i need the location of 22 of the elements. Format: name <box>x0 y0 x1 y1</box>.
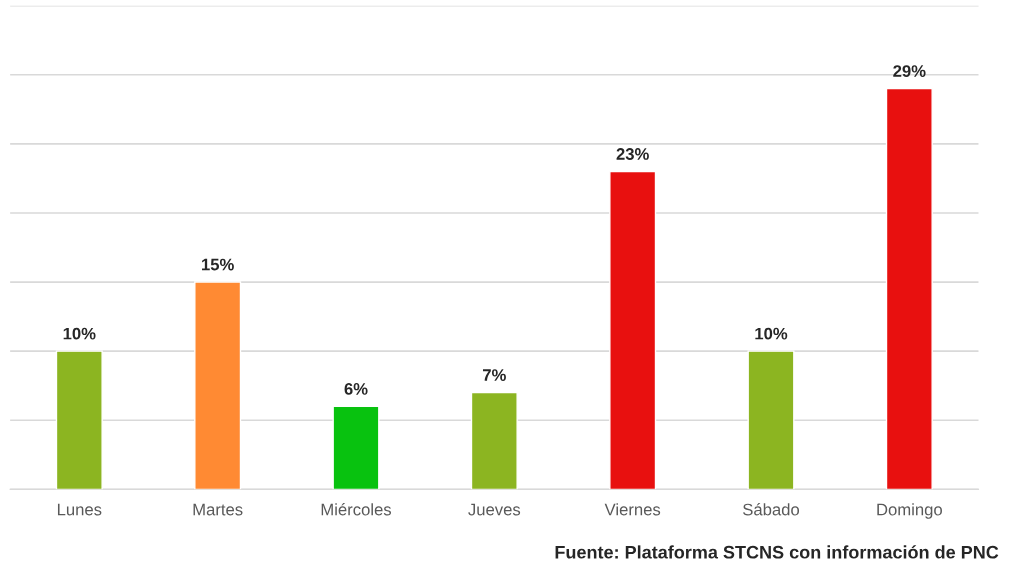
bar <box>332 405 380 490</box>
bar <box>470 391 518 490</box>
data-label: 10% <box>63 327 96 340</box>
data-label: 7% <box>483 369 506 381</box>
data-label: 6% <box>344 383 368 395</box>
bar <box>609 170 657 490</box>
data-label: 10% <box>755 327 788 340</box>
bar <box>885 87 933 490</box>
data-label: 23% <box>616 148 649 160</box>
source-note: Fuente: Plataforma STCNS con información de PNC <box>555 545 999 559</box>
data-label: 29% <box>893 65 926 77</box>
bar <box>747 350 795 490</box>
x-tick-label: Lunes <box>57 503 102 516</box>
x-tick-label: Jueves <box>468 503 521 516</box>
bar <box>194 281 242 490</box>
x-tick-label: Miércoles <box>321 503 392 516</box>
data-label: 15% <box>202 258 234 271</box>
x-tick-label: Martes <box>193 503 243 516</box>
bar <box>55 350 103 490</box>
x-tick-label: Sábado <box>743 503 800 516</box>
x-tick-label: Domingo <box>877 503 942 519</box>
x-tick-label: Viernes <box>604 503 661 516</box>
